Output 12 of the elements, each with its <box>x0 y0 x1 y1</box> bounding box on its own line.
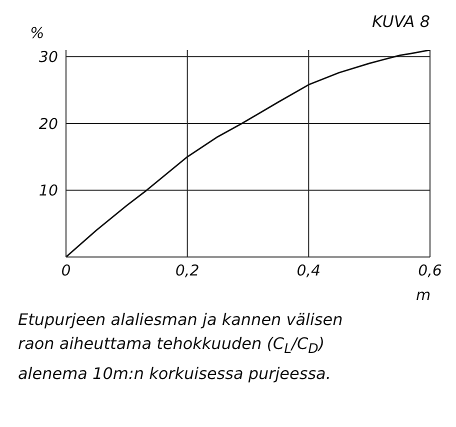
x-axis-title: m <box>416 286 431 304</box>
x-tick-label: 0 <box>61 262 71 280</box>
y-tick-label: 10 <box>38 182 58 200</box>
text: Etupurjeen alaliesman ja kannen välisen raon aiheuttama tehokkuuden (C$_{L}$/C$_{D}$) alenema 10m:n korkuisessa purjeessa. <box>18 309 344 386</box>
chart-title: KUVA 8 <box>372 12 430 31</box>
x-tick-label: 0,6 <box>418 262 442 280</box>
y-tick-label: 20 <box>38 114 58 133</box>
y-tick-label: 30 <box>38 48 58 66</box>
x-tick-label: 0,4 <box>296 262 321 280</box>
line-series <box>66 50 430 257</box>
x-tick-label: 0,2 <box>175 262 200 280</box>
y-axis-title: % <box>30 24 44 42</box>
